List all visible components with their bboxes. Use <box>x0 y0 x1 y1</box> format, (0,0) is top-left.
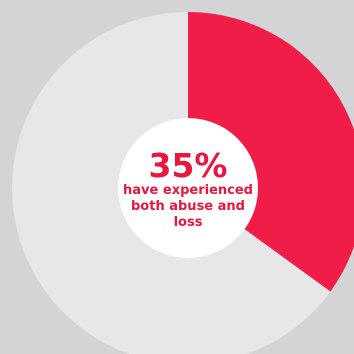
highlight-slice <box>188 12 354 292</box>
donut-center <box>118 118 258 258</box>
